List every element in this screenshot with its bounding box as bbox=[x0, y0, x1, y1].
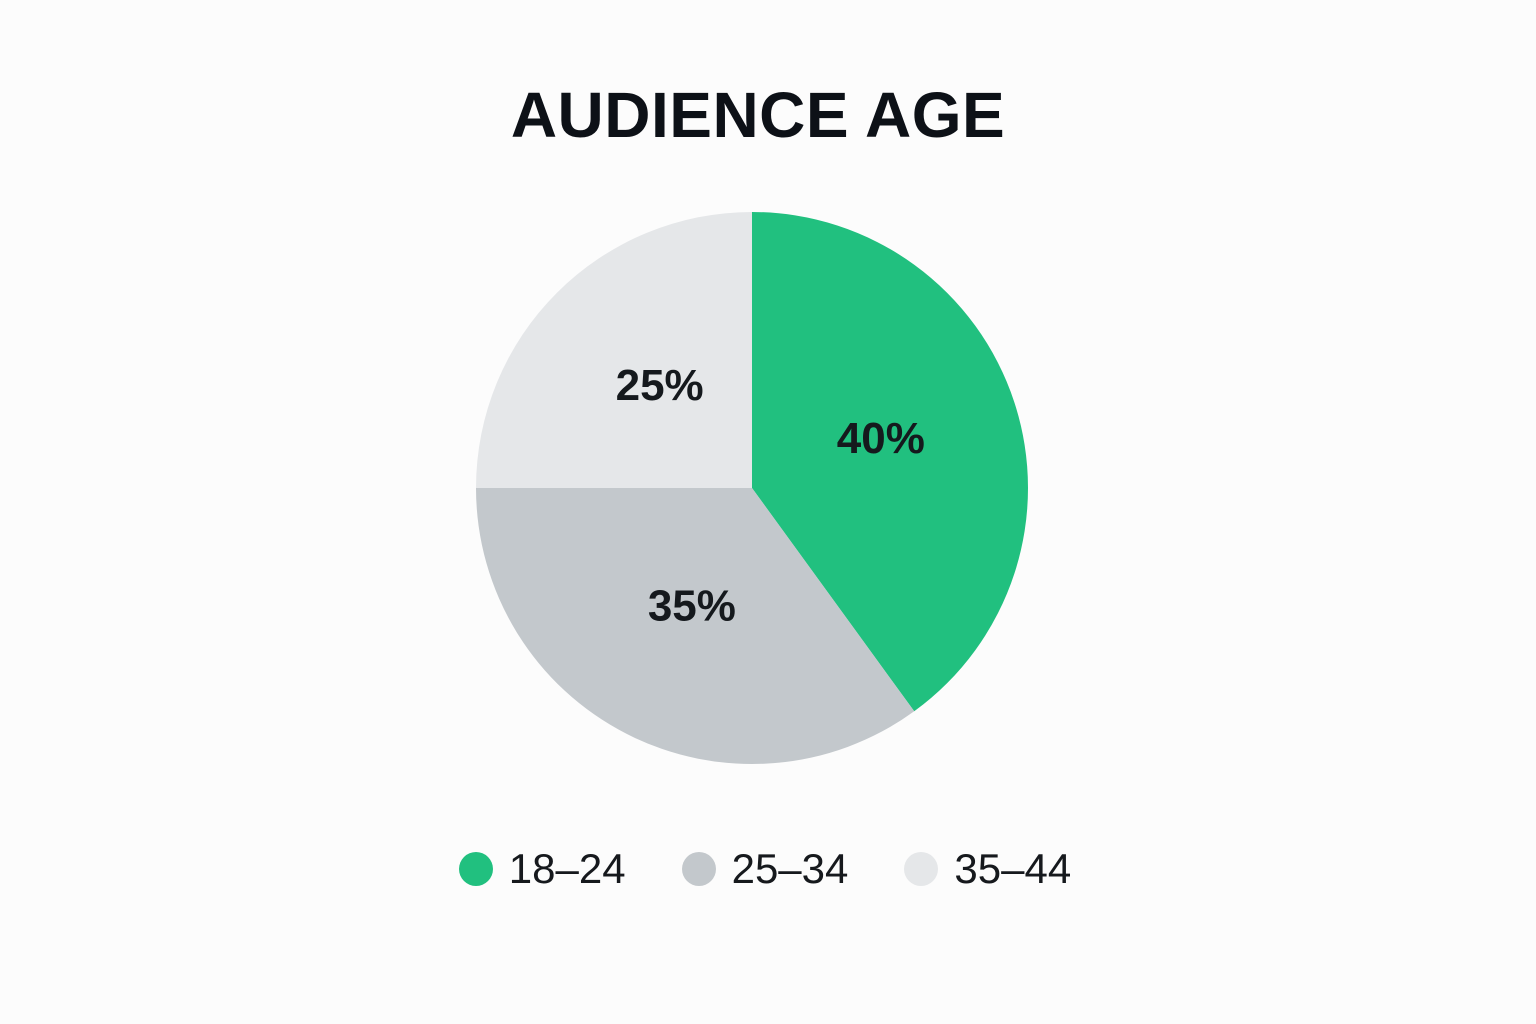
pie-slice-35-44 bbox=[476, 212, 752, 488]
slice-label-25-34: 35% bbox=[648, 582, 736, 631]
pie-slice-18-24 bbox=[752, 212, 1028, 712]
legend-item-25-34: 25–34 bbox=[681, 845, 849, 892]
legend-item-18-24: 18–24 bbox=[458, 845, 626, 892]
legend-swatch bbox=[681, 852, 716, 886]
legend-label: 18–24 bbox=[508, 845, 626, 892]
pie-slice-25-34 bbox=[476, 488, 915, 764]
legend-label: 35–44 bbox=[954, 845, 1072, 892]
legend-swatch bbox=[904, 852, 939, 886]
legend-item-35-44: 35–44 bbox=[904, 848, 1071, 890]
legend-swatch bbox=[458, 852, 493, 886]
legend: 18–24 25–34 35–44 bbox=[0, 848, 1530, 890]
slice-label-35-44: 25% bbox=[616, 361, 704, 410]
slice-label-18-24: 40% bbox=[837, 414, 925, 463]
legend-label: 25–34 bbox=[731, 845, 849, 892]
chart-title: AUDIENCE AGE bbox=[510, 79, 1006, 151]
